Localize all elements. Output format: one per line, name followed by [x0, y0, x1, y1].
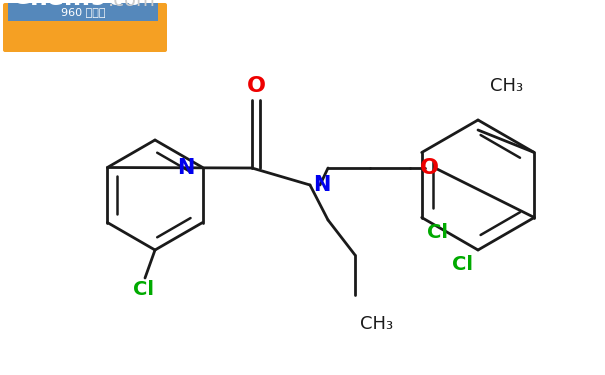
- Text: Cl: Cl: [427, 222, 448, 242]
- Text: Cl: Cl: [452, 255, 473, 274]
- Text: N: N: [177, 158, 195, 177]
- FancyBboxPatch shape: [3, 3, 167, 52]
- Text: Cl: Cl: [132, 280, 154, 299]
- FancyBboxPatch shape: [8, 3, 158, 21]
- Text: N: N: [313, 175, 330, 195]
- Text: hem960: hem960: [30, 0, 143, 10]
- Text: CH₃: CH₃: [490, 77, 523, 95]
- Text: 960 化工网: 960 化工网: [60, 7, 105, 17]
- Text: O: O: [246, 76, 266, 96]
- Text: O: O: [419, 158, 439, 178]
- Text: CH₃: CH₃: [360, 315, 393, 333]
- Text: .com: .com: [108, 0, 156, 10]
- Text: ‘: ‘: [10, 0, 25, 8]
- Text: C: C: [12, 0, 34, 10]
